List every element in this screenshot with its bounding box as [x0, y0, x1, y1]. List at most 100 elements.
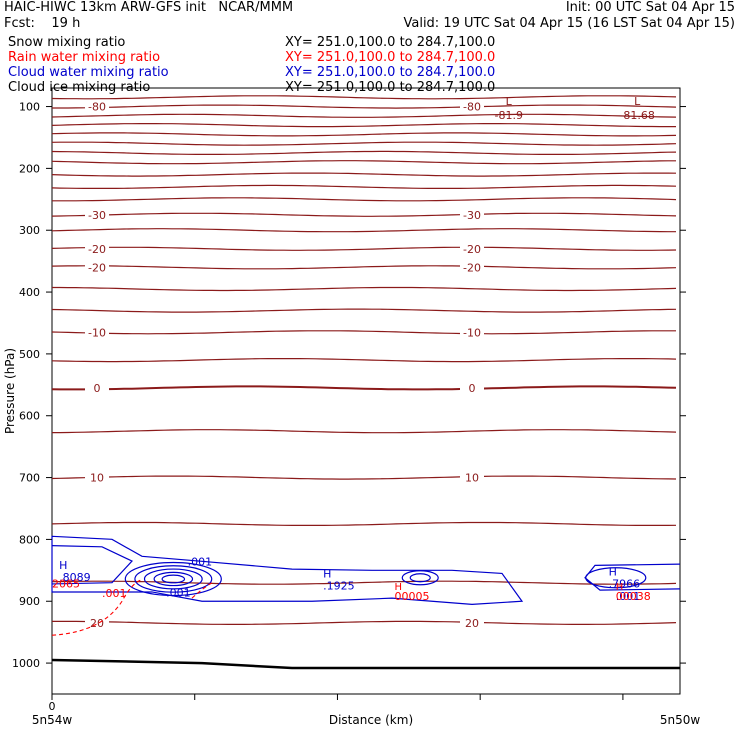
isotherm-label: 10 — [465, 472, 479, 485]
y-tick-label: 400 — [19, 286, 40, 299]
rain-label: .001 — [102, 587, 127, 600]
isotherm-line — [51, 330, 676, 335]
cloud-water-contour — [51, 535, 524, 605]
isotherm-label-bg — [460, 326, 484, 339]
header-right-1: Init: 00 UTC Sat 04 Apr 15 — [565, 0, 735, 15]
cloud-water-core-contour — [143, 568, 203, 590]
cloud-water-label: .001 — [188, 555, 213, 568]
cloud-water-contour — [51, 544, 133, 585]
isotherm-line — [51, 123, 676, 128]
isotherm-label-bg — [85, 100, 109, 113]
cloud-water-contour — [585, 567, 647, 589]
plot-frame — [51, 87, 681, 695]
isotherm-label-bg — [460, 381, 484, 394]
isotherm-line — [51, 95, 677, 100]
y-tick-label: 800 — [19, 533, 40, 546]
isotherm-label: 0 — [94, 382, 101, 395]
x-tick-label: 0 — [49, 700, 56, 713]
isotherm-label-bg — [85, 381, 109, 394]
isotherm-line — [51, 308, 677, 313]
terrain-line — [51, 658, 680, 670]
cloud-water-contour — [401, 570, 439, 586]
isotherm-line — [51, 358, 677, 363]
isotherm-label: 10 — [90, 472, 104, 485]
cloud-water-core-contour — [161, 574, 186, 584]
isotherm-line — [51, 521, 677, 526]
isotherm-label: 0 — [469, 382, 476, 395]
isotherm-line — [52, 197, 677, 202]
isotherm-line — [51, 160, 676, 165]
header-left-1: HAIC-HIWC 13km ARW-GFS init NCAR/MMM — [4, 0, 294, 15]
isotherm-line — [51, 228, 676, 233]
isotherm-line — [51, 172, 677, 177]
isotherm-label: 20 — [90, 617, 104, 630]
isotherm-line — [52, 286, 677, 292]
x-axis-title: Distance (km) — [329, 713, 413, 727]
isotherm-line — [52, 429, 677, 434]
isotherm-label-bg — [460, 242, 484, 255]
isotherm-label: -20 — [463, 243, 481, 256]
cloud-water-contour — [409, 573, 431, 583]
rain-max-value: 00005 — [395, 590, 430, 603]
isotherm-label: -80 — [88, 101, 106, 114]
isotherm-line — [51, 385, 677, 391]
isotherm-label: -10 — [88, 326, 106, 339]
cloud-water-max-marker: H — [609, 565, 617, 578]
y-tick-label: 500 — [19, 348, 40, 361]
isotherm-line — [51, 475, 677, 480]
cloud-water-label: .001 — [166, 586, 191, 599]
cloud-water-core-contour — [124, 561, 222, 597]
isotherm-label: 20 — [465, 617, 479, 630]
isotherm-line — [51, 113, 677, 118]
x-end-label-right: 5n50w — [660, 713, 701, 727]
cloud-water-max-value: .8089 — [59, 571, 91, 584]
cloud-water-label: .001 — [616, 590, 641, 603]
y-tick-label: 700 — [19, 472, 40, 485]
isotherm-line — [51, 212, 677, 217]
legend-name-2: Cloud water mixing ratio — [8, 65, 169, 80]
isotherm-label-bg — [460, 471, 484, 484]
isotherm-label-bg — [85, 616, 109, 629]
legend-name-1: Rain water mixing ratio — [8, 50, 161, 65]
rain-label: 2065 — [52, 578, 80, 591]
cloud-water-contour — [584, 563, 681, 591]
cloud-water-max-marker: H — [323, 568, 331, 581]
x-end-label-left: 5n54w — [32, 713, 73, 727]
y-axis-title: Pressure (hPa) — [3, 348, 17, 434]
isotherm-label: -20 — [88, 243, 106, 256]
legend-xy-2: XY= 251.0,100.0 to 284.7,100.0 — [285, 65, 496, 80]
header-left-2: Fcst: 19 h — [4, 16, 81, 31]
cloud-water-core-contour — [134, 565, 213, 593]
cloud-water-max-value: .1925 — [323, 580, 355, 593]
rain-max-marker: H — [395, 582, 403, 593]
isotherm-line — [51, 246, 677, 251]
isotherm-label-bg — [460, 616, 484, 629]
header-right-2: Valid: 19 UTC Sat 04 Apr 15 (16 LST Sat … — [403, 16, 735, 31]
isotherm-label: -30 — [463, 209, 481, 222]
isotherm-line — [52, 104, 677, 109]
isotherm-label-bg — [85, 471, 109, 484]
legend-xy-0: XY= 251.0,100.0 to 284.7,100.0 — [285, 35, 496, 50]
isotherm-label: -20 — [463, 261, 481, 274]
cloud-water-max-value: .7966 — [609, 577, 641, 590]
rain-max-marker: H — [616, 582, 624, 593]
y-tick-label: 300 — [19, 224, 40, 237]
isotherm-label-bg — [85, 261, 109, 274]
isotherm-label-bg — [460, 261, 484, 274]
y-tick-label: 200 — [19, 162, 40, 175]
cloud-water-core-contour — [153, 571, 194, 587]
isotherm-line — [51, 150, 677, 155]
isotherm-label-bg — [460, 208, 484, 221]
temp-low-value: -81.68 — [619, 109, 654, 122]
isotherm-label-bg — [85, 242, 109, 255]
isotherm-line — [52, 620, 677, 625]
legend-xy-1: XY= 251.0,100.0 to 284.7,100.0 — [285, 50, 496, 65]
isotherm-line — [51, 132, 677, 137]
isotherm-label-bg — [85, 208, 109, 221]
cloud-water-max-marker: H — [59, 559, 67, 572]
y-tick-label: 1000 — [12, 657, 40, 670]
temp-low-marker: L — [634, 95, 641, 108]
temp-low-value: -81.9 — [494, 109, 522, 122]
isotherm-line — [51, 184, 677, 189]
legend-name-0: Snow mixing ratio — [8, 35, 126, 50]
